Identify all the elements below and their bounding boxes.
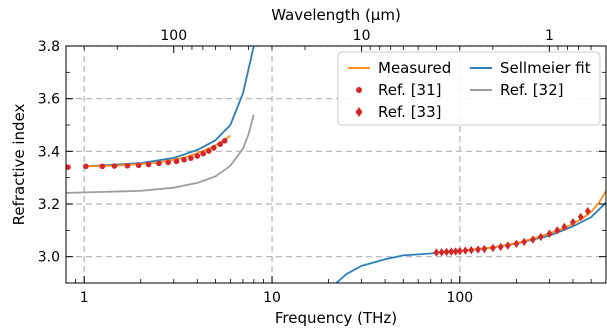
data-point-ref-31 [124, 163, 131, 169]
legend-swatch [355, 107, 363, 117]
top-tick-label: 100 [160, 28, 187, 44]
data-point-ref-31 [194, 153, 201, 159]
top-tick-label: 1 [545, 28, 554, 44]
data-point-ref-31 [217, 141, 224, 148]
data-point-ref-33 [561, 222, 568, 232]
data-point-ref-33 [443, 247, 450, 257]
legend-item-sellmeier-fit: Sellmeier fit [470, 59, 591, 77]
legend-label: Ref. [33] [378, 103, 442, 121]
data-point-ref-33 [433, 248, 440, 257]
data-point-ref-31 [200, 150, 206, 157]
data-point-ref-31 [173, 158, 180, 165]
data-point-ref-33 [481, 244, 488, 254]
legend-item-ref-32: Ref. [32] [470, 81, 564, 99]
data-point-ref-33 [504, 241, 511, 250]
legend-box [337, 51, 601, 126]
data-point-ref-33 [513, 239, 520, 248]
legend-label: Ref. [32] [500, 81, 564, 99]
y-tick-label: 3.8 [38, 39, 60, 55]
data-point-ref-31 [211, 145, 217, 151]
data-point-ref-33 [546, 229, 553, 238]
data-point-ref-33 [537, 232, 544, 242]
data-point-ref-31 [165, 159, 171, 166]
data-point-ref-33 [521, 237, 528, 247]
data-point-ref-31 [83, 163, 89, 170]
y-tick-label: 3.6 [38, 92, 60, 108]
series-line-ref-32 [66, 114, 255, 194]
data-point-ref-31 [145, 161, 152, 168]
data-point-ref-31 [66, 164, 71, 170]
data-point-ref-31 [221, 138, 228, 144]
series-line-sellmeier-fit [335, 202, 606, 283]
data-point-ref-33 [452, 247, 459, 256]
data-point-ref-33 [530, 235, 536, 244]
y-tick-label: 3.4 [38, 144, 60, 160]
data-point-ref-33 [475, 245, 481, 254]
data-point-ref-33 [554, 226, 561, 235]
legend-item-ref-31: Ref. [31] [356, 81, 442, 99]
data-point-ref-31 [156, 160, 162, 167]
x-tick-label: 100 [446, 290, 473, 306]
legend-item-ref-33: Ref. [33] [355, 103, 442, 121]
axes-ticks: 1 10 100 3.0 3.2 3.4 3.6 3.8 100 10 1 [38, 28, 607, 306]
legend-item-measured: Measured [348, 59, 451, 77]
y-tick-label: 3.0 [38, 250, 60, 266]
data-point-ref-31 [181, 156, 187, 163]
legend-label: Sellmeier fit [500, 59, 591, 77]
data-point-ref-31 [135, 162, 142, 169]
top-tick-label: 10 [353, 28, 371, 44]
x-axis-label: Frequency (THz) [275, 309, 397, 327]
x-tick-label: 10 [263, 290, 281, 306]
data-point-ref-33 [448, 247, 455, 256]
plot-frame [65, 45, 607, 284]
data-point-ref-33 [584, 206, 591, 216]
data-point-ref-31 [205, 148, 212, 154]
legend: Measured Sellmeier fit Ref. [31] Ref. [32] R… [337, 51, 601, 126]
legend-swatch [356, 87, 362, 93]
data-point-ref-31 [111, 163, 118, 169]
x-tick-label: 1 [80, 290, 89, 306]
data-point-ref-33 [577, 212, 584, 222]
data-point-ref-33 [497, 242, 504, 252]
legend-label: Measured [378, 59, 451, 77]
series-layer [66, 46, 606, 283]
y-tick-label: 3.2 [38, 197, 60, 213]
plot-area [66, 46, 606, 283]
legend-label: Ref. [31] [378, 81, 442, 99]
y-axis-label: Refractive index [10, 103, 28, 225]
data-point-ref-31 [188, 155, 194, 161]
data-point-ref-33 [438, 247, 445, 257]
data-point-ref-33 [468, 245, 475, 255]
data-point-ref-33 [462, 246, 469, 255]
data-point-ref-33 [569, 217, 576, 227]
data-point-ref-31 [99, 163, 106, 170]
data-point-ref-33 [489, 243, 496, 253]
series-line-sellmeier-fit [84, 46, 255, 168]
data-point-ref-33 [456, 246, 463, 256]
top-axis-label: Wavelength (µm) [271, 6, 401, 24]
